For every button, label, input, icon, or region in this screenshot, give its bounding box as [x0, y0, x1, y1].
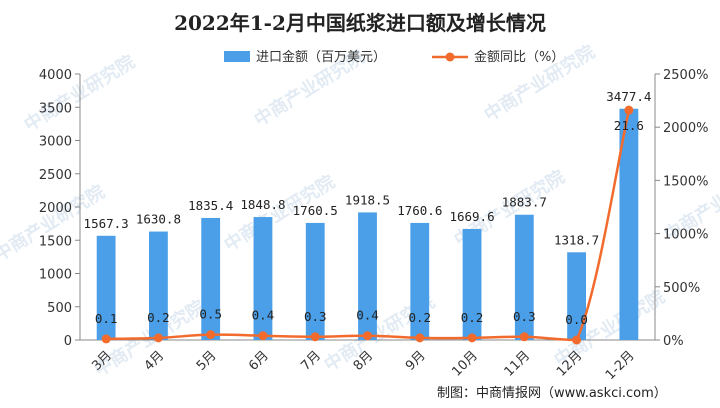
- legend-bar-swatch: [224, 51, 250, 62]
- bar: [253, 217, 273, 340]
- right-tick-label: 500%: [663, 281, 700, 296]
- bar: [305, 222, 325, 340]
- line-value-label: 0.3: [513, 309, 536, 324]
- line-point: [206, 330, 216, 340]
- left-tick-label: 2000: [39, 201, 72, 216]
- bar-value-label: 1567.3: [84, 216, 129, 231]
- line-value-label: 0.2: [408, 310, 431, 325]
- left-tick-label: 1000: [39, 268, 72, 283]
- line-point: [363, 331, 372, 341]
- right-tick-label: 1000%: [663, 228, 708, 243]
- watermark-text: 中商产业研究院: [20, 51, 139, 136]
- bar: [410, 222, 430, 340]
- line-point: [153, 333, 163, 343]
- left-tick-label: 1500: [39, 234, 72, 249]
- right-tick-label: 2000%: [663, 121, 708, 136]
- line-point: [258, 331, 268, 341]
- right-tick-label: 0%: [663, 334, 684, 349]
- legend: 进口金额（百万美元） 金额同比（%）: [224, 49, 564, 65]
- line-value-label: 0.4: [356, 308, 379, 323]
- bar-series: [96, 108, 639, 340]
- left-tick-label: 500: [47, 301, 72, 316]
- bar: [514, 214, 534, 340]
- right-tick-label: 1500%: [663, 174, 708, 189]
- bar-value-label: 1630.8: [136, 212, 181, 227]
- line-point: [310, 332, 320, 342]
- line-point: [572, 335, 582, 345]
- bar-value-label: 1318.7: [554, 232, 599, 247]
- x-tick-label: 6月: [246, 348, 272, 374]
- bar: [358, 212, 377, 340]
- right-tick-label: 2500%: [663, 68, 708, 83]
- bar: [201, 217, 221, 340]
- left-tick-label: 2500: [39, 168, 72, 183]
- bar-value-label: 1760.6: [397, 203, 442, 218]
- line-value-label: 0.2: [461, 310, 484, 325]
- line-point: [624, 105, 634, 115]
- x-tick-label: 11月: [502, 348, 533, 379]
- bar-value-label: 1848.8: [240, 197, 285, 212]
- left-tick-label: 3500: [39, 101, 72, 116]
- data-labels: 1567.3 1630.8 1835.4 1848.8 1760.5 1918.5 1760…: [84, 89, 652, 327]
- bar: [149, 231, 168, 340]
- chart-title: 2022年1-2月中国纸浆进口额及增长情况: [174, 11, 546, 35]
- line-point: [467, 333, 477, 343]
- line-value-label: 0.5: [199, 307, 222, 322]
- line-value-label: 0.2: [147, 310, 170, 325]
- left-tick-label: 3000: [39, 135, 72, 150]
- bar-value-label: 1835.4: [188, 198, 233, 213]
- line-point: [101, 334, 111, 344]
- bar: [462, 228, 482, 340]
- line-value-label: 0.0: [565, 312, 588, 327]
- bar-value-label: 1883.7: [502, 195, 547, 210]
- bar-value-label: 1669.6: [449, 209, 494, 224]
- bar-value-label: 1918.5: [345, 192, 390, 207]
- line-point: [519, 332, 529, 342]
- x-tick-label: 7月: [298, 348, 324, 374]
- x-tick-label: 10月: [449, 348, 480, 379]
- left-tick-label: 4000: [39, 68, 72, 83]
- line-series: [101, 105, 634, 345]
- legend-bar-label: 进口金额（百万美元）: [256, 49, 386, 65]
- x-tick-label: 9月: [403, 348, 429, 374]
- x-tick-label: 1-2月: [603, 348, 638, 383]
- x-tick-label: 5月: [194, 348, 220, 374]
- bar: [96, 235, 116, 340]
- line-value-label: 21.6: [614, 118, 644, 133]
- legend-line-marker: [445, 52, 455, 62]
- bar-value-label: 1760.5: [293, 203, 338, 218]
- line-point: [415, 333, 425, 343]
- line-value-label: 0.1: [95, 311, 118, 326]
- bar: [619, 108, 639, 340]
- bar: [567, 252, 586, 340]
- left-tick-label: 0: [64, 334, 72, 349]
- legend-line-label: 金额同比（%）: [474, 49, 564, 65]
- line-value-label: 0.4: [252, 308, 275, 323]
- line-value-label: 0.3: [304, 309, 327, 324]
- bar-value-label: 3477.4: [606, 89, 651, 104]
- source-note: 制图：中商情报网（www.askci.com）: [437, 386, 667, 401]
